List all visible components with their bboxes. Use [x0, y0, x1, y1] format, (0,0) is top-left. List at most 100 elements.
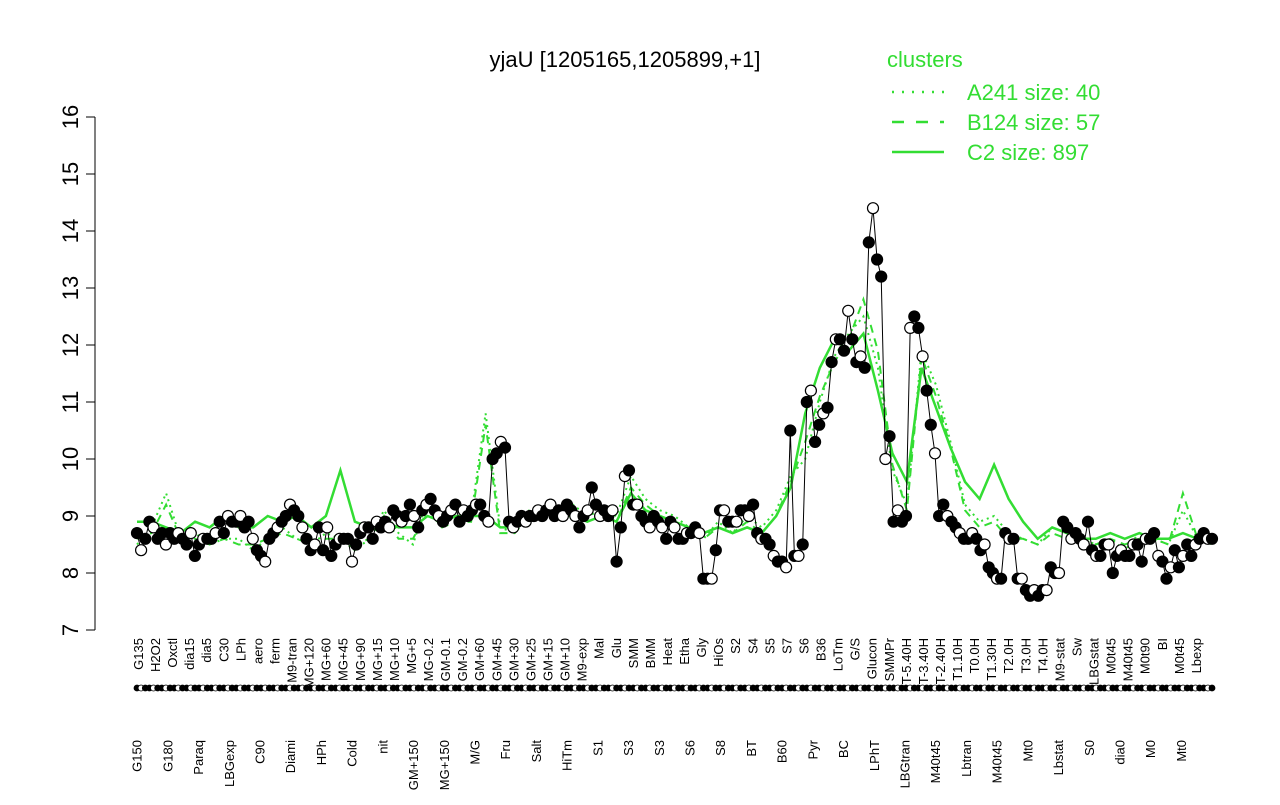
x-tick-label: M0t90 [1138, 638, 1153, 674]
x-tick-label: LoTm [831, 638, 846, 671]
data-point [978, 538, 991, 551]
data-point [412, 521, 425, 534]
x-tick-label: S1 [590, 740, 605, 756]
x-tick-label: Glu [609, 638, 624, 658]
data-point [837, 344, 851, 357]
x-tick-label: GM+25 [523, 638, 538, 681]
data-point [846, 333, 859, 346]
x-tick-label: S6 [796, 638, 811, 654]
x-tick-label: M40t45 [1121, 638, 1136, 681]
x-tick-label: M/G [468, 740, 483, 765]
x-tick-label: T0.0H [967, 638, 982, 673]
x-tick-label: Diami [283, 740, 298, 773]
data-point [135, 544, 148, 557]
data-point [916, 350, 929, 363]
x-tick-label: Lbstat [1051, 740, 1066, 776]
x-tick-label: S3 [621, 740, 636, 756]
legend-entry-label: B124 size: 57 [967, 110, 1100, 135]
x-tick-label: MG+60 [319, 638, 334, 681]
x-tick-label: HPh [314, 740, 329, 765]
x-tick-label: dia5 [199, 638, 214, 663]
data-point [296, 521, 309, 534]
y-tick-label: 14 [58, 219, 83, 243]
data-point [784, 424, 797, 437]
data-point [854, 350, 867, 363]
data-point [184, 526, 197, 540]
x-tick-label: S8 [713, 740, 728, 756]
x-tick-label: M9-exp [575, 638, 590, 681]
data-point [1172, 561, 1186, 574]
x-tick-label: dia0 [1113, 740, 1128, 765]
data-point [242, 515, 255, 528]
data-point [800, 395, 813, 409]
x-tick-label: G180 [160, 740, 175, 772]
x-tick-label: LBGstat [1087, 638, 1102, 685]
x-tick-label: GM+60 [472, 638, 487, 681]
x-tick-label: LBGexp [222, 740, 237, 787]
data-point [1205, 532, 1219, 545]
y-tick-label: 12 [58, 333, 83, 357]
data-point [1123, 549, 1136, 563]
x-tick-label: B36 [814, 638, 829, 661]
data-point [1081, 515, 1095, 528]
data-point [779, 561, 793, 574]
data-point [825, 356, 838, 369]
data-point [366, 532, 379, 545]
data-point [147, 521, 160, 534]
x-tick-label: SMM [626, 638, 641, 668]
x-tick-label: Cold [345, 740, 360, 767]
x-tick-label: M40t45 [990, 740, 1005, 783]
data-point [383, 521, 396, 534]
data-point [1131, 538, 1144, 551]
data-point [912, 321, 925, 334]
data-point [924, 418, 937, 431]
data-point [130, 526, 144, 540]
data-point [631, 498, 644, 511]
data-point [1007, 532, 1020, 545]
data-point [875, 270, 888, 283]
x-tick-label: Pyr [805, 739, 820, 759]
data-point [891, 504, 904, 517]
data-point [1160, 572, 1173, 585]
data-point [660, 532, 673, 545]
y-tick-label: 8 [58, 567, 83, 579]
data-point [573, 521, 586, 534]
data-point [614, 521, 627, 534]
x-tick-label: Mal [592, 638, 607, 659]
x-tick-label: LPh [233, 638, 248, 661]
x-tick-label: Fru [498, 740, 513, 760]
x-tick-label: LBGtran [898, 740, 913, 788]
x-tick-label: S0 [1082, 740, 1097, 756]
data-point [796, 538, 809, 551]
x-tick-label: T-2.40H [933, 638, 948, 684]
x-tick-label: dia15 [182, 638, 197, 670]
y-tick-label: 9 [58, 510, 83, 522]
x-tick-label: S6 [683, 740, 698, 756]
x-tick-label: G150 [130, 740, 145, 772]
y-tick-label: 15 [58, 162, 83, 186]
data-point [643, 521, 656, 534]
data-point [482, 515, 495, 528]
x-tick-label: T-5.40H [899, 638, 914, 684]
data-point [1094, 549, 1107, 563]
data-point [246, 532, 259, 545]
data-point [325, 549, 338, 563]
chart-title: yjaU [1205165,1205899,+1] [490, 47, 761, 72]
x-tick-label: Lbtran [959, 740, 974, 777]
data-point [994, 572, 1008, 585]
x-tick-label: C90 [253, 740, 268, 764]
x-tick-label: ferm [268, 638, 283, 664]
data-point [928, 447, 942, 460]
data-point [1077, 538, 1090, 551]
x-tick-label: S2 [728, 638, 743, 654]
data-point [279, 509, 292, 523]
data-point [234, 509, 247, 523]
data-point [842, 304, 855, 317]
y-tick-label: 16 [58, 105, 83, 129]
data-point [259, 555, 272, 568]
x-tick-label: H2O2 [148, 638, 163, 672]
data-point [763, 538, 776, 551]
data-point [449, 498, 462, 511]
x-tick-label: GM+45 [489, 638, 504, 681]
x-tick-label: C30 [216, 638, 231, 662]
